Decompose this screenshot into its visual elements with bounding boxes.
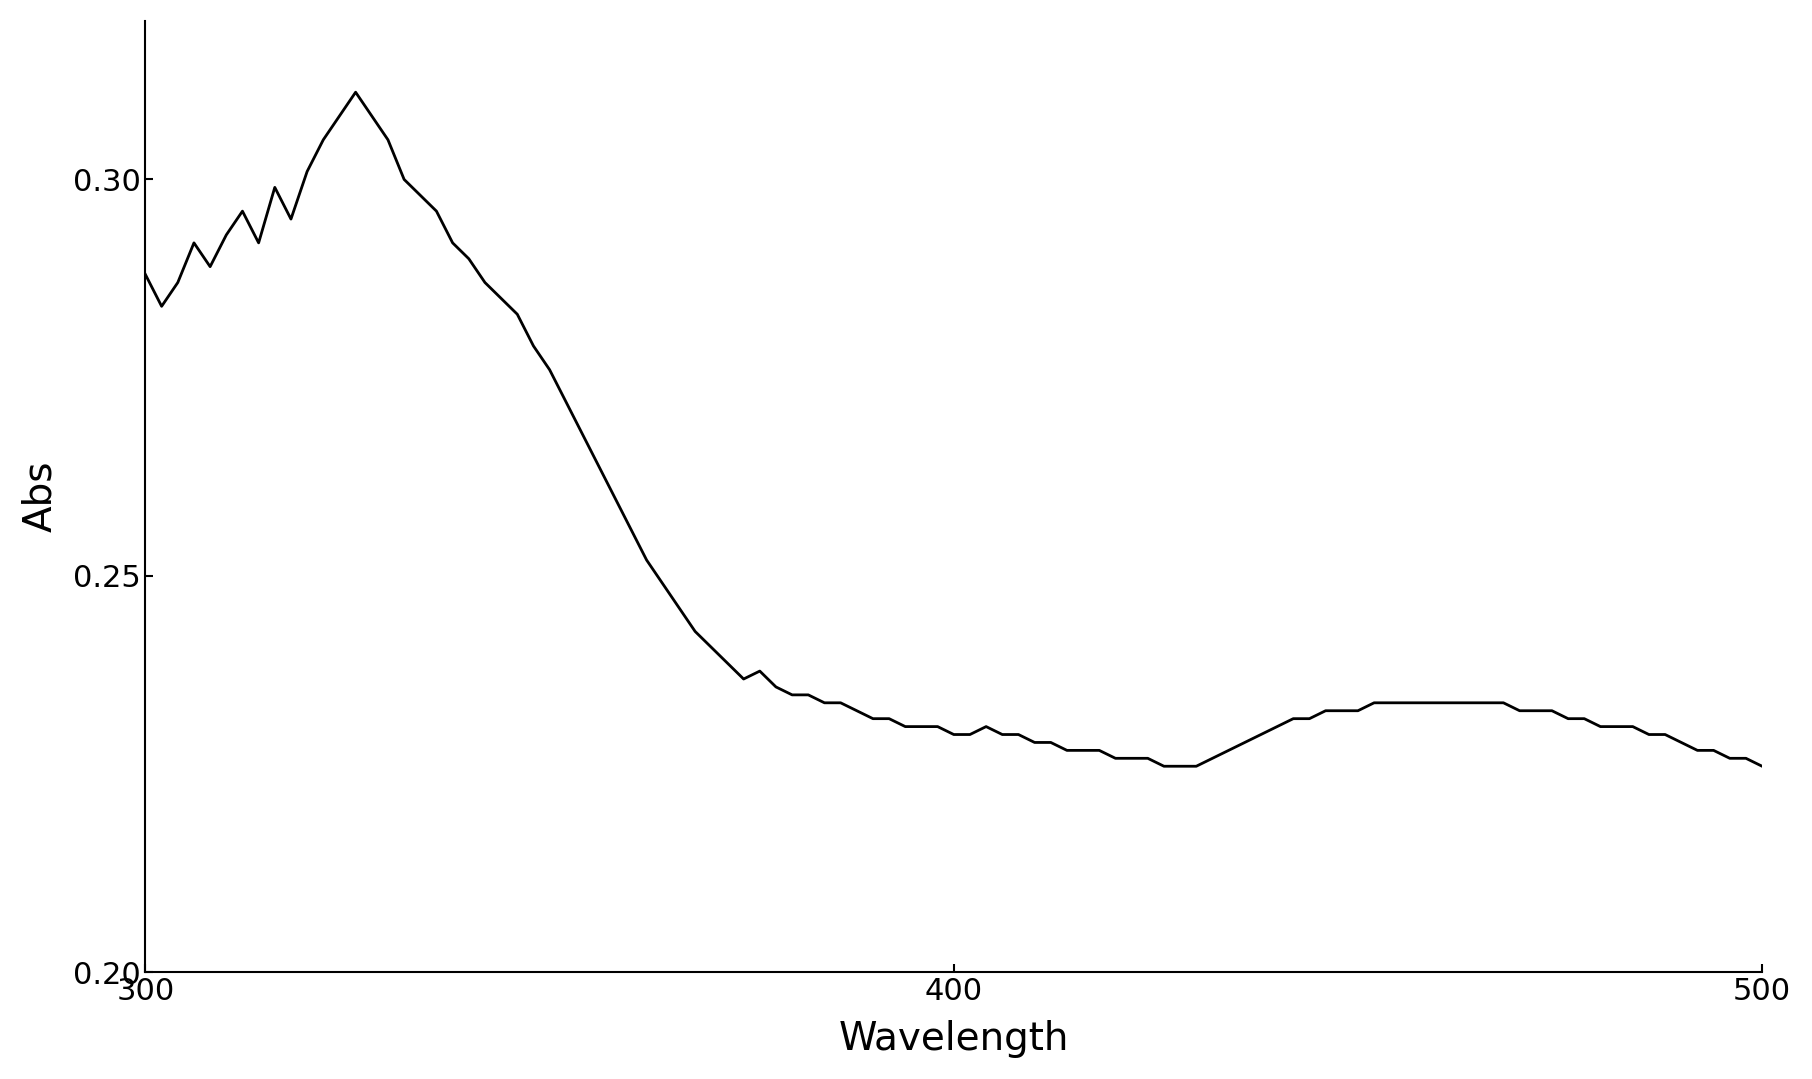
X-axis label: Wavelength: Wavelength bbox=[839, 1020, 1069, 1058]
Y-axis label: Abs: Abs bbox=[20, 461, 58, 532]
